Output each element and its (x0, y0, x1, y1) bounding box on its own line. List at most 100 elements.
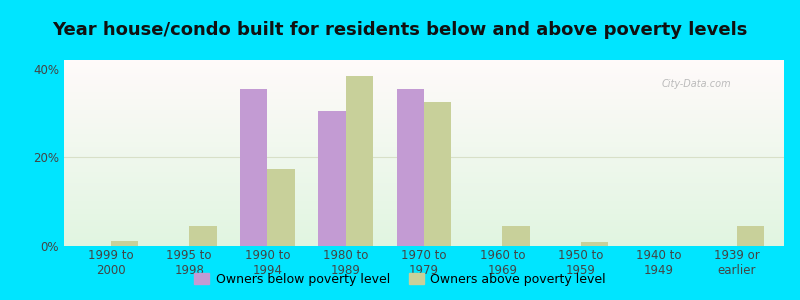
Bar (64, 80, 784, 82)
Bar (64, 122, 784, 123)
Bar (240, 89, 267, 246)
Bar (64, 84, 784, 86)
Bar (64, 184, 784, 187)
Bar (64, 238, 784, 240)
Bar (64, 142, 784, 144)
Text: City-Data.com: City-Data.com (661, 79, 731, 89)
Bar (64, 66, 784, 68)
Bar (64, 201, 784, 203)
Bar (64, 155, 784, 157)
Bar (64, 211, 784, 212)
Bar (64, 240, 784, 242)
Bar (64, 71, 784, 73)
Text: Year house/condo built for residents below and above poverty levels: Year house/condo built for residents bel… (52, 21, 748, 39)
Bar (64, 105, 784, 106)
Bar (64, 200, 784, 201)
Bar (64, 207, 784, 209)
Bar (64, 233, 784, 235)
Bar (64, 138, 784, 140)
Bar (64, 220, 784, 222)
Bar (64, 116, 784, 118)
Bar (64, 153, 784, 155)
Bar (64, 136, 784, 138)
Bar (64, 134, 784, 136)
Bar (64, 216, 784, 218)
Bar (64, 235, 784, 237)
Bar (64, 99, 784, 101)
Bar (64, 231, 784, 233)
Bar (64, 123, 784, 125)
Bar (64, 125, 784, 127)
Bar (64, 229, 784, 231)
Bar (64, 188, 784, 190)
Bar (64, 149, 784, 151)
Bar (64, 103, 784, 105)
Bar (64, 118, 784, 119)
Bar (64, 95, 784, 97)
Bar (64, 147, 784, 149)
Bar (64, 196, 784, 198)
Bar (64, 183, 784, 184)
Bar (64, 181, 784, 183)
Bar (64, 166, 784, 168)
Bar (64, 90, 784, 92)
Bar (64, 157, 784, 159)
Bar (64, 112, 784, 114)
Bar (64, 227, 784, 229)
Bar (64, 237, 784, 239)
Bar (64, 194, 784, 196)
Bar (64, 160, 784, 162)
Bar (64, 175, 784, 177)
Bar (64, 159, 784, 161)
Bar (64, 190, 784, 192)
Bar (64, 68, 784, 69)
Bar (111, 241, 138, 246)
Bar (64, 242, 784, 244)
Bar (64, 88, 784, 90)
Bar (64, 224, 784, 226)
Bar (64, 146, 784, 147)
Bar (64, 94, 784, 95)
Legend: Owners below poverty level, Owners above poverty level: Owners below poverty level, Owners above… (190, 268, 610, 291)
Bar (64, 108, 784, 110)
Bar (64, 119, 784, 122)
Bar (502, 226, 530, 246)
Bar (64, 198, 784, 200)
Bar (64, 177, 784, 179)
Bar (346, 76, 373, 246)
Bar (737, 226, 765, 246)
Bar (64, 86, 784, 88)
Bar (64, 101, 784, 103)
Bar (397, 89, 424, 246)
Bar (64, 244, 784, 246)
Bar (64, 172, 784, 173)
Bar (64, 218, 784, 220)
Bar (64, 110, 784, 112)
Bar (64, 64, 784, 66)
Bar (64, 173, 784, 175)
Bar (64, 209, 784, 211)
Bar (424, 102, 451, 246)
Bar (190, 226, 217, 246)
Bar (64, 77, 784, 79)
Bar (64, 192, 784, 194)
Bar (64, 222, 784, 224)
Bar (581, 242, 608, 246)
Bar (64, 92, 784, 94)
Bar (64, 179, 784, 181)
Bar (64, 214, 784, 216)
Bar (64, 75, 784, 77)
Bar (64, 79, 784, 80)
Bar (64, 212, 784, 214)
Bar (64, 69, 784, 71)
Bar (64, 106, 784, 108)
Bar (64, 226, 784, 227)
Bar (64, 131, 784, 133)
Bar (318, 111, 346, 246)
Bar (64, 73, 784, 75)
Bar (267, 169, 295, 246)
Bar (64, 170, 784, 172)
Bar (64, 162, 784, 164)
Bar (64, 60, 784, 62)
Bar (64, 164, 784, 166)
